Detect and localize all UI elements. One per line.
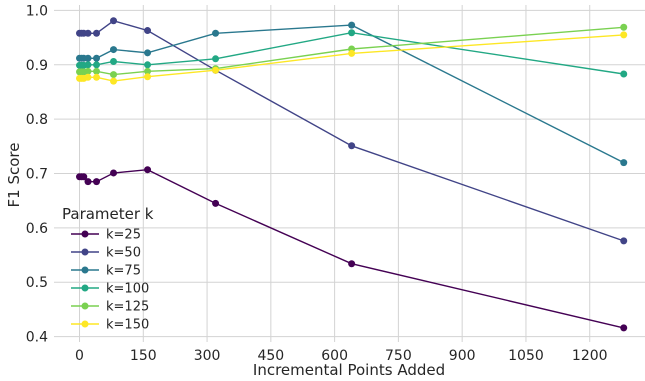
- data-point-k-150: [84, 73, 92, 81]
- y-tick-label: 0.8: [26, 112, 48, 128]
- y-tick-label: 1.0: [26, 3, 48, 19]
- legend-marker-k-100: [81, 284, 89, 292]
- data-point-k-100: [212, 55, 220, 63]
- data-point-k-100: [620, 70, 628, 78]
- legend-marker-k-25: [81, 230, 89, 238]
- x-tick-label: 1200: [572, 348, 608, 364]
- x-tick-labels: 0 150 300 450 600 750 900 1050 1200: [75, 348, 607, 364]
- legend: Parameter k k=25 k=50 k=75 k=100 k=125 k=150: [62, 205, 154, 333]
- x-axis-label: Incremental Points Added: [253, 361, 445, 379]
- legend-label-k-100: k=100: [106, 282, 149, 297]
- series-k-25: [76, 166, 628, 332]
- x-tick-label: 600: [321, 348, 348, 364]
- legend-item-k-75: k=75: [71, 264, 141, 279]
- data-point-k-125: [93, 67, 101, 75]
- data-point-k-125: [620, 23, 628, 31]
- data-point-k-100: [93, 61, 101, 69]
- data-point-k-25: [84, 178, 92, 186]
- legend-label-k-125: k=125: [106, 300, 149, 315]
- data-point-k-25: [212, 199, 220, 207]
- legend-item-k-100: k=100: [71, 282, 149, 297]
- data-point-k-50: [144, 27, 152, 35]
- legend-item-k-125: k=125: [71, 300, 149, 315]
- x-tick-label: 300: [194, 348, 221, 364]
- data-point-k-25: [80, 173, 88, 181]
- data-point-k-75: [144, 49, 152, 57]
- data-point-k-75: [84, 54, 92, 62]
- data-point-k-50: [110, 17, 118, 25]
- legend-items: k=25 k=50 k=75 k=100 k=125 k=150: [71, 228, 149, 333]
- legend-title: Parameter k: [62, 205, 154, 223]
- x-tick-label: 450: [257, 348, 284, 364]
- legend-item-k-50: k=50: [71, 246, 141, 261]
- data-point-k-100: [348, 29, 356, 37]
- y-tick-label: 0.4: [26, 330, 48, 346]
- series-line-k-150: [79, 34, 624, 82]
- x-tick-label: 150: [130, 348, 157, 364]
- data-point-k-75: [93, 54, 101, 62]
- legend-marker-k-150: [81, 320, 89, 328]
- data-point-k-150: [144, 73, 152, 81]
- legend-item-k-25: k=25: [71, 228, 141, 243]
- x-tick-label: 900: [449, 348, 476, 364]
- data-point-k-100: [110, 58, 118, 66]
- data-point-k-50: [620, 237, 628, 245]
- legend-label-k-25: k=25: [106, 228, 141, 243]
- data-point-k-100: [144, 61, 152, 69]
- data-point-k-50: [84, 29, 92, 37]
- y-tick-label: 0.7: [26, 167, 48, 183]
- series-line-k-25: [79, 168, 624, 329]
- legend-label-k-150: k=150: [106, 318, 149, 333]
- data-point-k-25: [93, 178, 101, 186]
- data-point-k-25: [144, 166, 152, 174]
- data-point-k-75: [348, 21, 356, 29]
- data-point-k-25: [110, 169, 118, 177]
- data-point-k-50: [348, 142, 356, 150]
- data-point-k-150: [93, 73, 101, 81]
- data-point-k-75: [110, 46, 118, 54]
- series-k-75: [76, 21, 628, 167]
- y-tick-label: 0.6: [26, 221, 48, 237]
- data-point-k-150: [348, 49, 356, 57]
- data-point-k-100: [84, 61, 92, 69]
- data-point-k-125: [144, 67, 152, 75]
- data-point-k-150: [620, 31, 628, 39]
- y-tick-label: 0.9: [26, 58, 48, 74]
- data-point-k-125: [84, 67, 92, 75]
- x-tick-label: 0: [75, 348, 84, 364]
- grid: [54, 5, 645, 342]
- data-point-k-150: [110, 77, 118, 85]
- x-tick-label: 750: [385, 348, 412, 364]
- data-point-k-25: [348, 260, 356, 268]
- y-axis-label: F1 Score: [5, 143, 23, 208]
- y-tick-labels: 0.4 0.5 0.6 0.7 0.8 0.9 1.0: [26, 3, 48, 345]
- legend-marker-k-75: [81, 266, 89, 274]
- legend-label-k-75: k=75: [106, 264, 141, 279]
- series-k-100: [76, 29, 628, 78]
- y-tick-label: 0.5: [26, 275, 48, 291]
- series-k-150: [76, 31, 628, 85]
- x-tick-label: 1050: [508, 348, 544, 364]
- legend-item-k-150: k=150: [71, 318, 149, 333]
- data-point-k-50: [93, 29, 101, 37]
- data-point-k-25: [620, 324, 628, 332]
- legend-marker-k-50: [81, 248, 89, 256]
- data-point-k-75: [620, 159, 628, 167]
- data-point-k-150: [212, 66, 220, 74]
- plot-series: [76, 17, 628, 332]
- legend-marker-k-125: [81, 302, 89, 310]
- data-point-k-75: [212, 29, 220, 37]
- legend-label-k-50: k=50: [106, 246, 141, 261]
- data-point-k-125: [110, 71, 118, 79]
